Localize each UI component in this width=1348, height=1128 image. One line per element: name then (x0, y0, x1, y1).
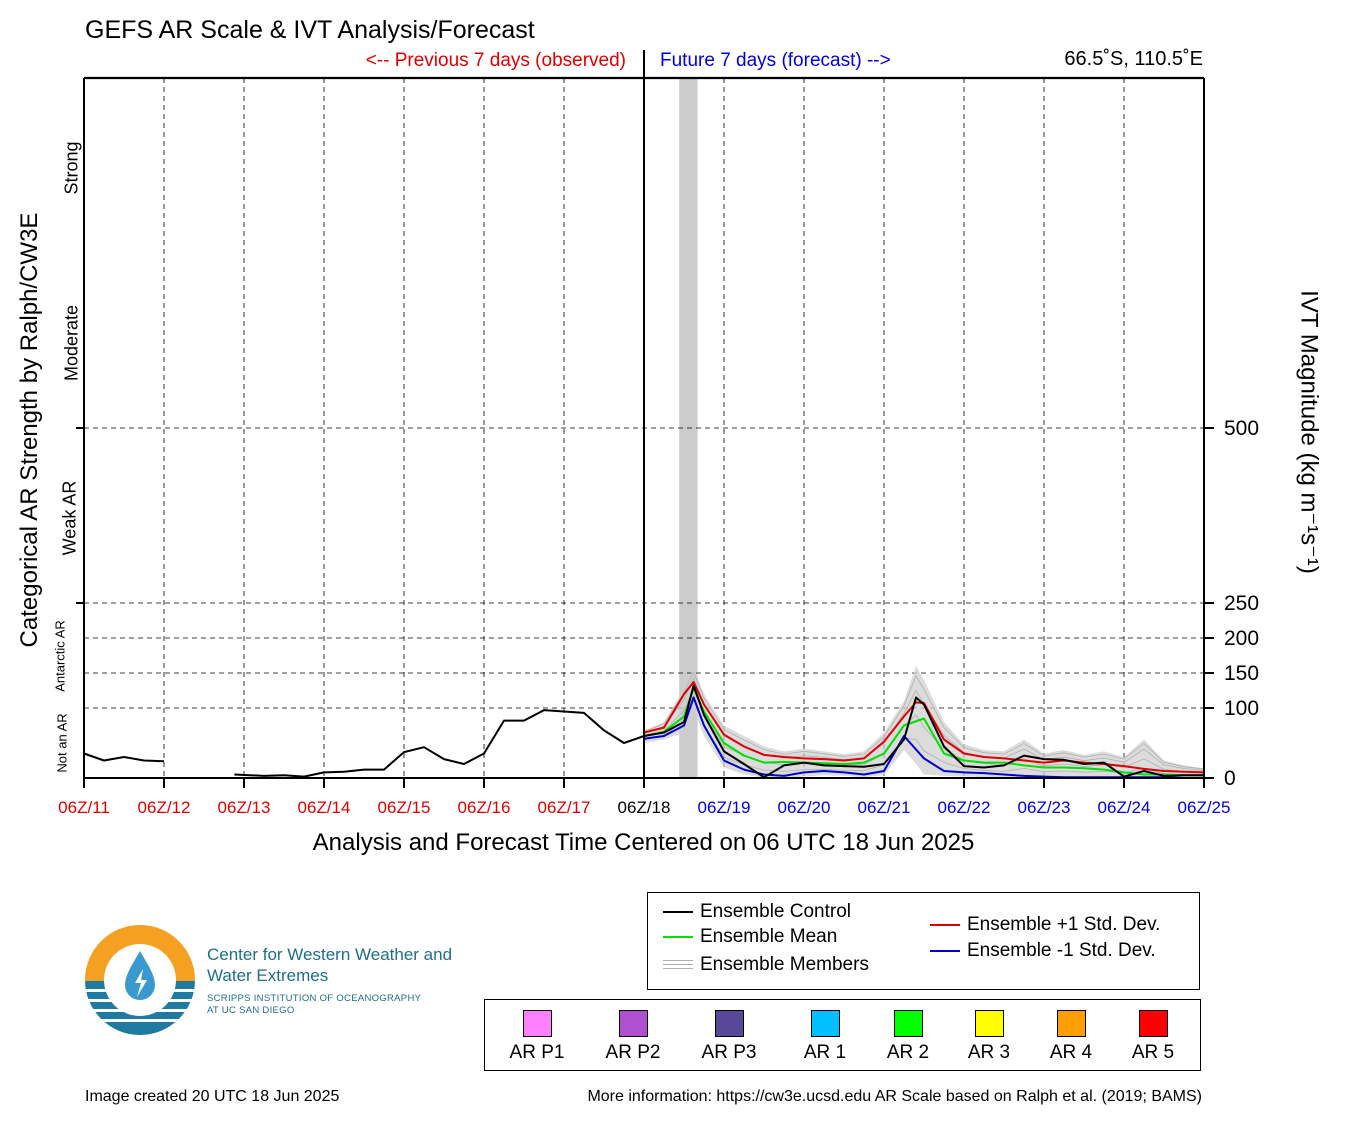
ensemble-member-line (643, 676, 1205, 771)
ar-p3-label: AR P3 (701, 1042, 757, 1063)
legend-minus-std-label: Ensemble -1 Std. Dev. (967, 940, 1156, 961)
y-tick-200: 200 (1224, 627, 1260, 650)
x-tick-label: 06Z/24 (1097, 798, 1151, 817)
ar-5-swatch (1138, 1010, 1168, 1037)
org-subtitle: SCRIPPS INSTITUTION OF OCEANOGRAPHY AT U… (207, 993, 421, 1017)
image-created-note: Image created 20 UTC 18 Jun 2025 (85, 1088, 340, 1105)
legend-plus-std-swatch (930, 923, 960, 927)
ar-scale-legend: AR P1 AR P2 AR P3 AR 1 AR 2 AR 3 AR 4 AR… (484, 999, 1201, 1071)
x-tick-label: 06Z/20 (777, 798, 831, 817)
legend-control: Ensemble Control (663, 901, 851, 923)
series-control-line (83, 752, 165, 763)
ar-p2-swatch (618, 1010, 648, 1037)
ar-scale-item: AR 5 (1113, 1010, 1193, 1064)
ivt-chart (76, 50, 1214, 788)
series-mean-line (643, 687, 1204, 777)
series-control-line (234, 684, 1204, 779)
ar-1-swatch (810, 1010, 840, 1037)
x-tick-label: 06Z/19 (697, 798, 751, 817)
ar-p1-label: AR P1 (509, 1042, 565, 1063)
legend-members-swatch (663, 958, 693, 972)
y-tick-250: 250 (1224, 592, 1260, 615)
legend-minus-std: Ensemble -1 Std. Dev. (930, 940, 1156, 962)
legend-control-label: Ensemble Control (700, 901, 852, 922)
ar-p3-swatch (714, 1010, 744, 1037)
cw3e-logo (85, 925, 195, 1035)
category-strong: Strong (61, 141, 82, 195)
ar-scale-item: AR 1 (785, 1010, 865, 1064)
y-axis-right-title: IVT Magnitude (kg m⁻¹s⁻¹) (1295, 290, 1323, 574)
ar-4-swatch (1056, 1010, 1086, 1037)
ar-scale-item: AR 2 (868, 1010, 948, 1064)
legend-minus-std-swatch (930, 949, 960, 953)
chart-title: GEFS AR Scale & IVT Analysis/Forecast (85, 16, 535, 44)
x-tick-label: 06Z/14 (297, 798, 351, 817)
y-axis-left-title: Categorical AR Strength by Ralph/CW3E (16, 212, 43, 648)
x-tick-label: 06Z/16 (457, 798, 511, 817)
x-tick-label: 06Z/15 (377, 798, 431, 817)
location-label: 66.5˚S, 110.5˚E (1064, 48, 1203, 70)
ar-5-label: AR 5 (1131, 1042, 1175, 1063)
ensemble-member-line (643, 697, 1205, 776)
org-subtitle-line1: SCRIPPS INSTITUTION OF OCEANOGRAPHY (207, 993, 422, 1004)
org-name: Center for Western Weather and Water Ext… (207, 945, 453, 985)
y-tick-0: 0 (1224, 767, 1236, 790)
ar-p1-swatch (522, 1010, 552, 1037)
x-tick-label: 06Z/12 (137, 798, 191, 817)
ar-2-swatch (893, 1010, 923, 1037)
x-tick-label: 06Z/21 (857, 798, 911, 817)
ar-p2-label: AR P2 (605, 1042, 661, 1063)
category-weak-ar: Weak AR (59, 480, 80, 556)
legend-plus-std: Ensemble +1 Std. Dev. (930, 914, 1160, 936)
y-tick-100: 100 (1224, 697, 1260, 720)
x-tick-label: 06Z/18 (617, 798, 671, 817)
x-tick-label: 06Z/23 (1017, 798, 1071, 817)
ar-1-label: AR 1 (803, 1042, 847, 1063)
ar-scale-item: AR 4 (1031, 1010, 1111, 1064)
org-subtitle-line2: AT UC SAN DIEGO (207, 1005, 295, 1016)
more-info-note: More information: https://cw3e.ucsd.edu … (587, 1088, 1202, 1105)
ar-2-label: AR 2 (886, 1042, 930, 1063)
x-tick-label: 06Z/11 (58, 798, 110, 817)
x-tick-label: 06Z/17 (537, 798, 591, 817)
category-moderate: Moderate (61, 304, 82, 382)
future-days-label: Future 7 days (forecast) --> (660, 50, 891, 71)
ar-scale-item: AR P2 (593, 1010, 673, 1064)
ar-scale-item: AR P1 (497, 1010, 577, 1064)
y-tick-150: 150 (1224, 662, 1260, 685)
ar-3-label: AR 3 (967, 1042, 1011, 1063)
previous-days-label: <-- Previous 7 days (observed) (365, 50, 626, 71)
category-not-an-ar: Not an AR (54, 713, 70, 773)
x-tick-label: 06Z/25 (1177, 798, 1231, 817)
legend-members-label: Ensemble Members (700, 954, 869, 975)
legend-control-swatch (663, 910, 693, 914)
ar-3-swatch (974, 1010, 1004, 1037)
category-antarctic-ar: Antarctic AR (52, 620, 68, 692)
x-tick-label: 06Z/13 (217, 798, 271, 817)
ar-4-label: AR 4 (1049, 1042, 1093, 1063)
ensemble-members-envelope (644, 666, 1204, 778)
legend-mean: Ensemble Mean (663, 926, 837, 948)
x-tick-label: 06Z/22 (937, 798, 991, 817)
y-tick-500: 500 (1224, 417, 1260, 440)
series-legend: Ensemble Control Ensemble Mean Ensemble … (647, 892, 1200, 990)
legend-mean-swatch (663, 935, 693, 939)
ar-scale-item: AR 3 (949, 1010, 1029, 1064)
ar-scale-item: AR P3 (689, 1010, 769, 1064)
series-plus_std-line (643, 681, 1205, 774)
legend-members: Ensemble Members (663, 954, 869, 976)
x-axis-title: Analysis and Forecast Time Centered on 0… (312, 829, 975, 856)
legend-mean-label: Ensemble Mean (700, 926, 838, 947)
ensemble-member-line (643, 670, 1205, 770)
legend-plus-std-label: Ensemble +1 Std. Dev. (967, 914, 1161, 935)
